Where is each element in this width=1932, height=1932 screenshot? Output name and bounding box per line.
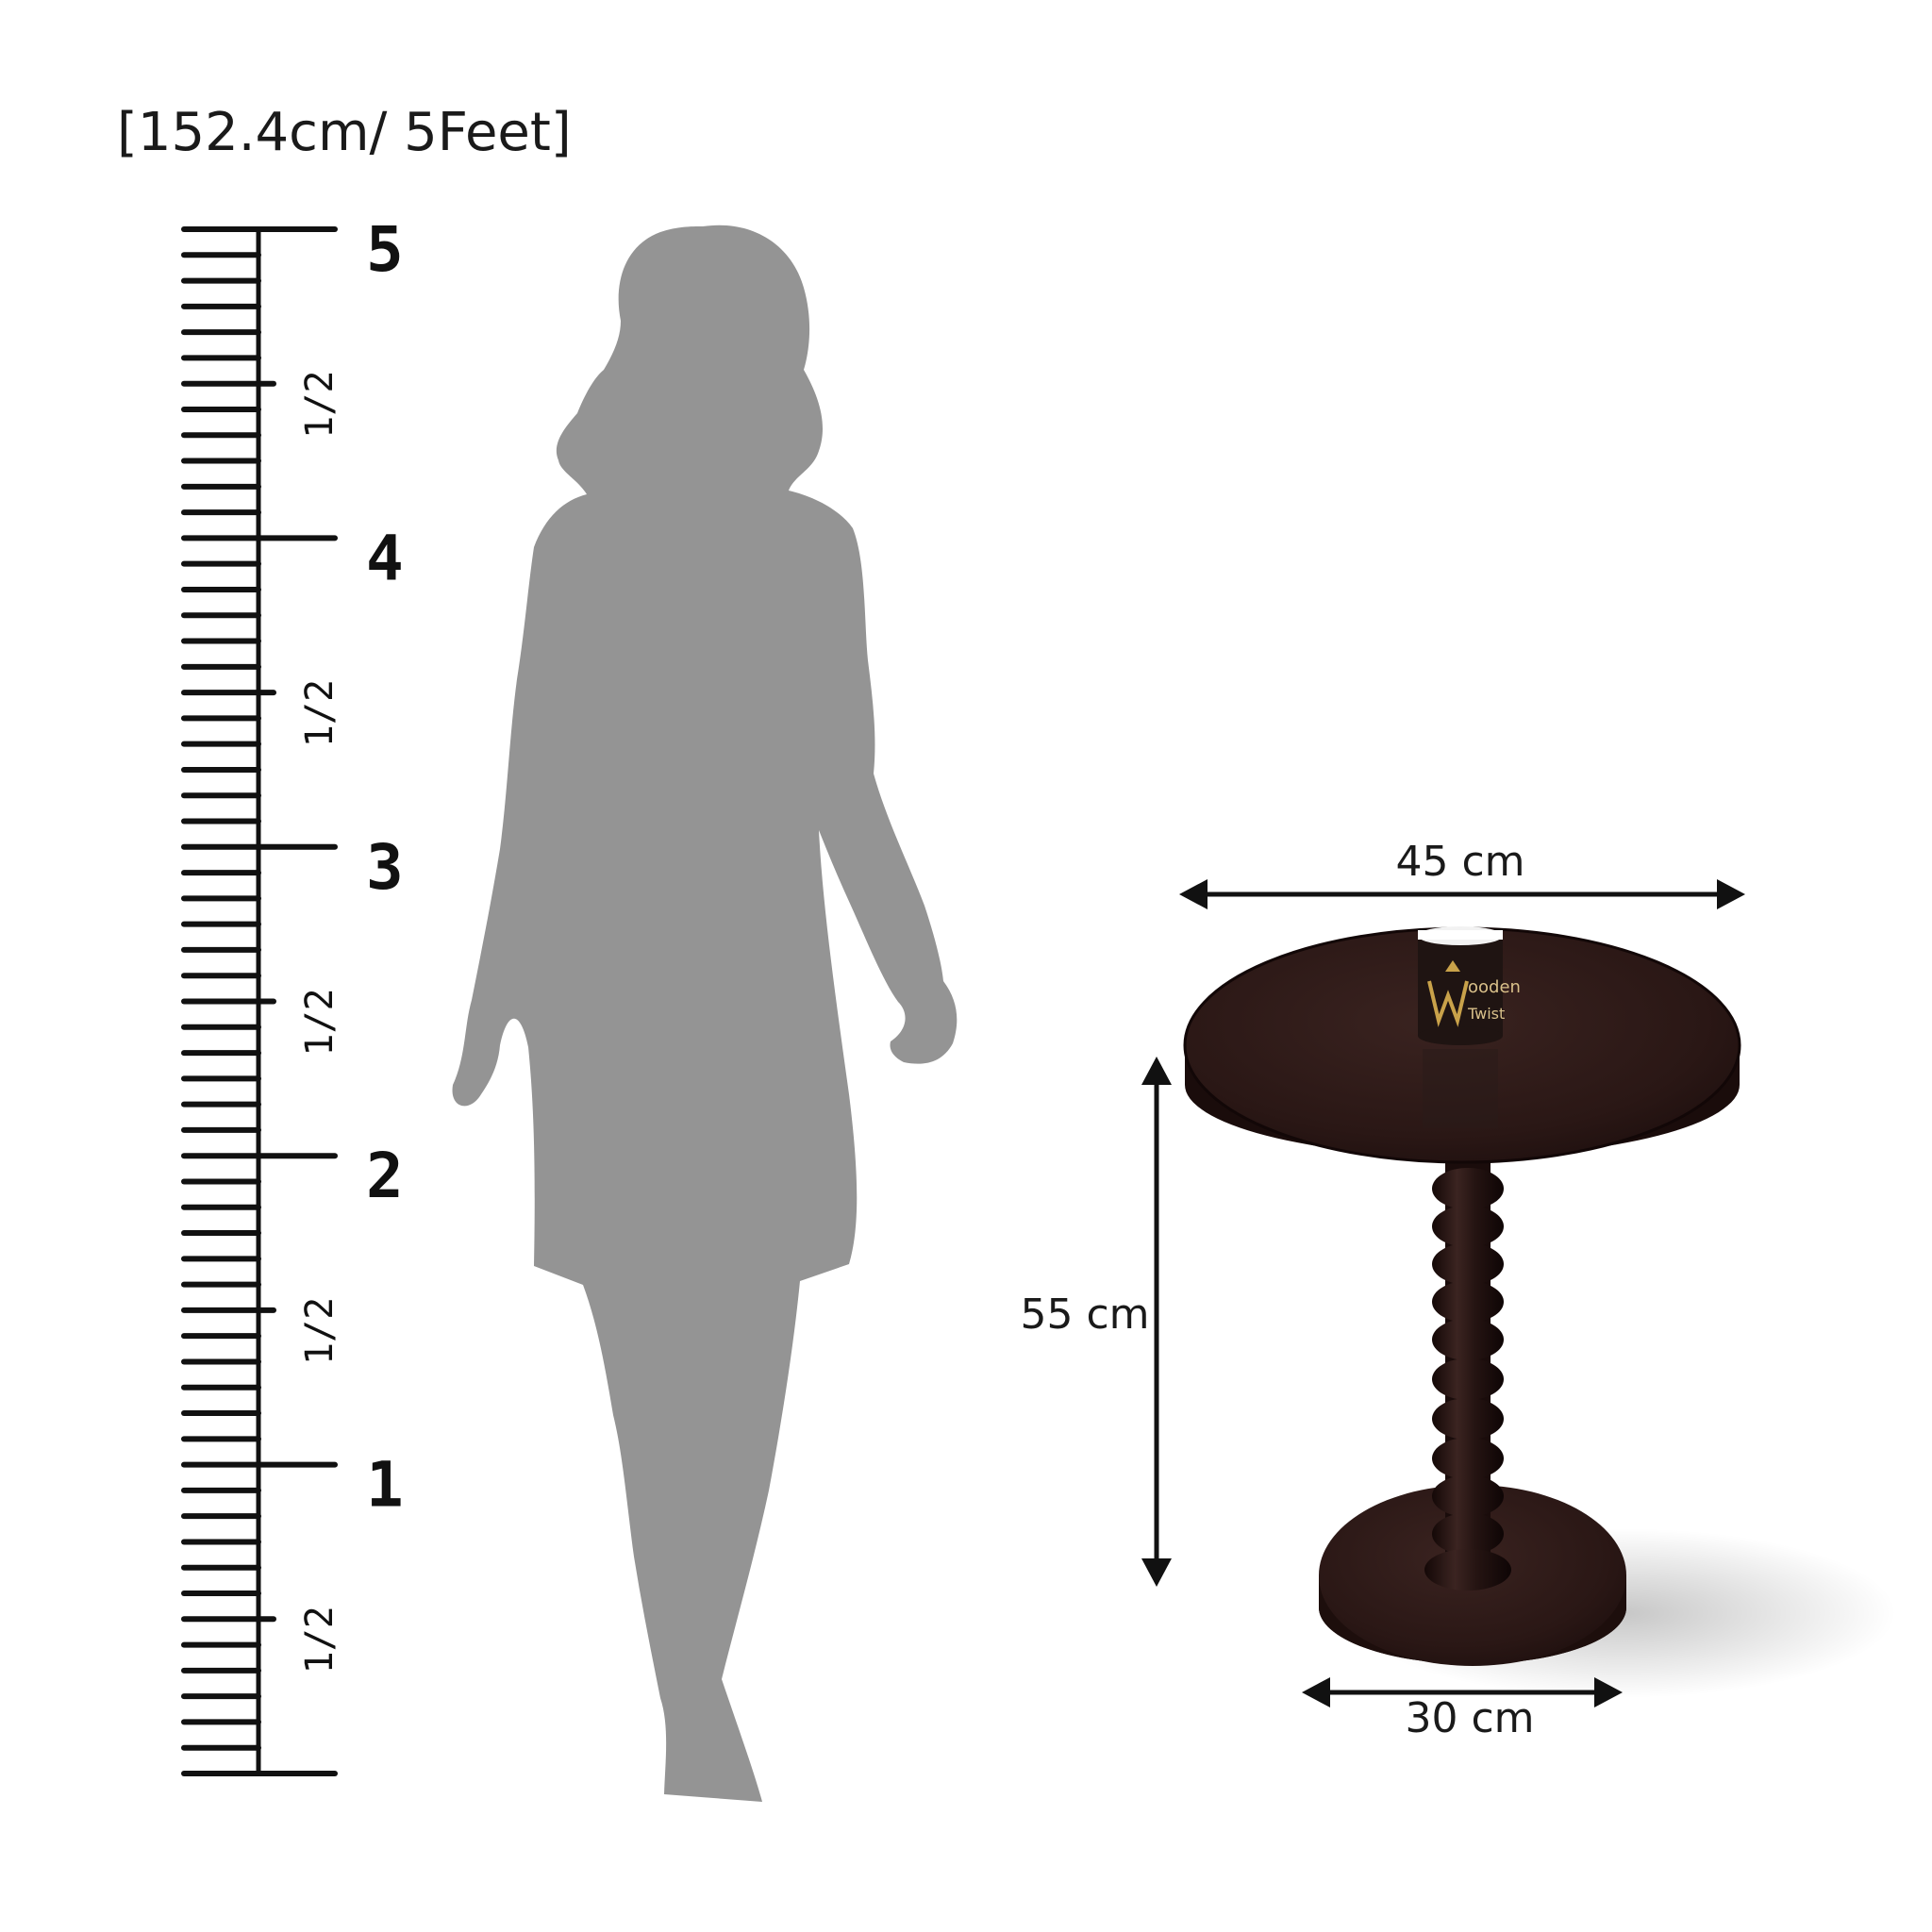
spindle-disc bbox=[1432, 1243, 1504, 1285]
spindle-disc bbox=[1432, 1438, 1504, 1479]
spindle-disc bbox=[1424, 1549, 1511, 1591]
spindle-disc bbox=[1432, 1475, 1504, 1517]
ruler-half-label: 1/2 bbox=[298, 988, 341, 1056]
w-logo-icon bbox=[1427, 980, 1469, 1027]
base-width-label: 30 cm bbox=[1405, 1694, 1534, 1742]
lamp-icon bbox=[1445, 960, 1460, 972]
ruler-foot-label: 4 bbox=[366, 522, 404, 594]
height-dimension bbox=[1141, 1057, 1172, 1587]
ruler-foot-label: 1 bbox=[366, 1449, 404, 1522]
spindle-disc bbox=[1432, 1168, 1504, 1209]
woman-silhouette bbox=[452, 225, 958, 1802]
spindle-disc bbox=[1432, 1358, 1504, 1400]
ruler-half-label: 1/2 bbox=[298, 1606, 341, 1674]
spindle-disc bbox=[1432, 1319, 1504, 1360]
height-ruler: 5 4 3 2 1 1/2 1/2 1/2 1/2 1/2 bbox=[181, 213, 404, 1776]
spindle-disc bbox=[1432, 1281, 1504, 1323]
spindle-disc bbox=[1432, 1206, 1504, 1247]
ruler-foot-label: 2 bbox=[366, 1140, 404, 1212]
ruler-half-label: 1/2 bbox=[298, 371, 341, 439]
ruler-foot-label: 5 bbox=[366, 213, 404, 286]
ruler-half-label: 1/2 bbox=[298, 679, 341, 747]
spindle-disc bbox=[1432, 1398, 1504, 1440]
ruler-foot-label: 3 bbox=[366, 831, 404, 904]
spindle-disc bbox=[1432, 1513, 1504, 1555]
top-width-dimension bbox=[1179, 879, 1745, 909]
height-label: 55 cm bbox=[1020, 1291, 1149, 1339]
ruler-half-label: 1/2 bbox=[298, 1297, 341, 1365]
top-width-label: 45 cm bbox=[1395, 838, 1524, 886]
height-reference-heading: [152.4cm/ 5Feet] bbox=[117, 102, 572, 163]
brand-line-1: ooden bbox=[1468, 977, 1521, 997]
spindle-pole bbox=[1424, 1151, 1511, 1591]
base-width-dimension bbox=[1302, 1677, 1623, 1707]
brand-line-2: Twist bbox=[1467, 1005, 1505, 1023]
product-cylinder: ooden Twist bbox=[1418, 926, 1521, 1128]
